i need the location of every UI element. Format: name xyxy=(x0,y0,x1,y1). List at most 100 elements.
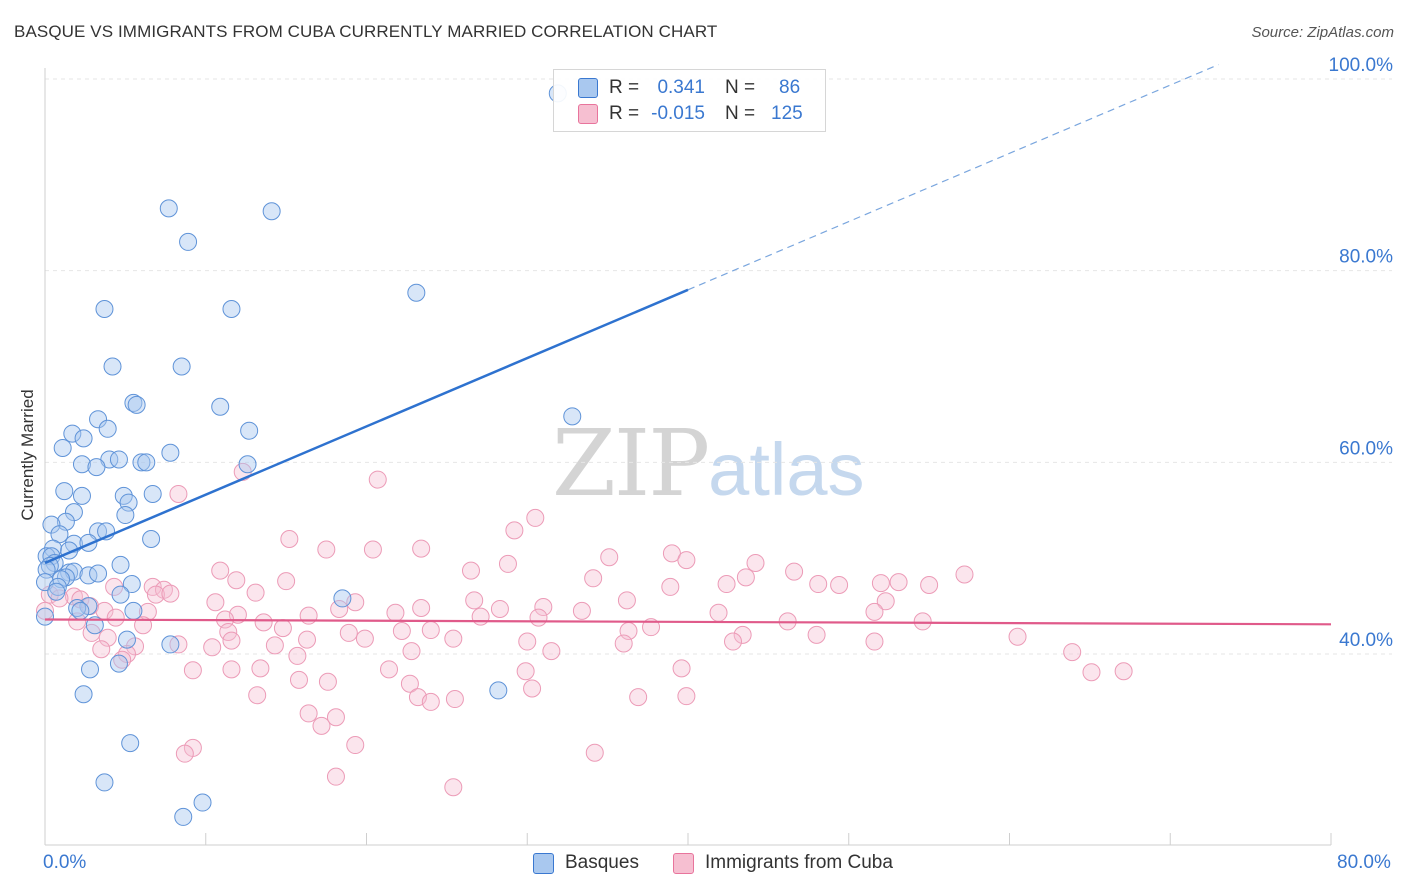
cuba-point xyxy=(402,642,421,661)
cuba-point xyxy=(392,622,411,640)
x-axis-min-label: 0.0% xyxy=(43,852,87,873)
cuba-point xyxy=(1008,627,1027,646)
basques-point xyxy=(74,429,93,448)
basques-point xyxy=(95,300,114,318)
cuba-point xyxy=(920,576,939,594)
cuba-point xyxy=(523,679,542,698)
cuba-point xyxy=(865,632,884,651)
basques-point xyxy=(55,482,74,501)
basques-point xyxy=(333,589,352,608)
legend-r-label: R = xyxy=(609,103,640,124)
basques-point xyxy=(109,654,128,673)
cuba-point xyxy=(146,585,165,604)
cuba-point xyxy=(318,672,337,691)
basques-point xyxy=(53,438,72,457)
basques-point xyxy=(142,530,161,548)
cuba-point xyxy=(809,575,828,594)
cuba-point xyxy=(222,631,241,650)
basques-point xyxy=(89,564,108,583)
y-tick-label: 100.0% xyxy=(1329,55,1394,76)
cuba-point xyxy=(498,554,517,573)
watermark-atlas: atlas xyxy=(708,428,865,511)
basques-point xyxy=(172,357,191,376)
cuba-point xyxy=(724,632,743,651)
cuba-point xyxy=(169,484,188,503)
basques-point xyxy=(74,685,93,704)
legend-swatch-basques xyxy=(578,78,598,98)
cuba-point xyxy=(1082,663,1101,682)
basques-point xyxy=(117,630,136,649)
basques-point xyxy=(72,486,91,505)
cuba-point xyxy=(526,508,545,527)
cuba-point xyxy=(206,593,225,612)
basques-point xyxy=(122,575,141,594)
cuba-point xyxy=(298,630,317,649)
basques-trend-extension xyxy=(687,64,1219,291)
cuba-point xyxy=(461,561,480,580)
cuba-point xyxy=(280,530,299,548)
chart-title: BASQUE VS IMMIGRANTS FROM CUBA CURRENTLY… xyxy=(14,22,718,41)
series-label-cuba: Immigrants from Cuba xyxy=(705,852,893,873)
basques-point xyxy=(407,283,426,302)
cuba-point xyxy=(516,662,535,681)
basques-point xyxy=(87,458,106,477)
cuba-point xyxy=(830,576,849,594)
basques-point xyxy=(240,421,259,440)
basques-point xyxy=(132,453,151,472)
basques-point xyxy=(161,443,180,462)
watermark: ZIPatlas xyxy=(552,410,864,517)
legend-n-label: N = xyxy=(725,103,756,124)
cuba-point xyxy=(421,692,440,711)
cuba-point xyxy=(736,568,755,587)
basques-point xyxy=(36,607,54,626)
basques-point xyxy=(103,357,122,376)
cuba-point xyxy=(955,565,974,584)
cuba-point xyxy=(339,623,358,642)
cuba-point xyxy=(246,583,265,602)
basques-point xyxy=(161,635,180,654)
cuba-point xyxy=(248,686,267,705)
basques-point xyxy=(47,582,66,601)
basques-point xyxy=(81,660,100,679)
series-legend: Basques Immigrants from Cuba xyxy=(0,852,1406,878)
cuba-point xyxy=(534,598,553,617)
cuba-point xyxy=(871,574,890,593)
series-legend-cuba: Immigrants from Cuba xyxy=(673,852,893,874)
cuba-point xyxy=(326,708,345,727)
basques-point xyxy=(137,453,156,472)
y-tick-label: 80.0% xyxy=(1339,247,1393,268)
cuba-point xyxy=(400,674,419,693)
cuba-point xyxy=(273,619,292,638)
cuba-point xyxy=(572,601,591,620)
source-credit: Source: ZipAtlas.com xyxy=(1251,24,1394,41)
basques-point xyxy=(109,450,128,469)
basques-point xyxy=(124,601,143,620)
cuba-point xyxy=(518,632,537,651)
basques-point xyxy=(98,419,117,438)
basques-point xyxy=(262,202,281,221)
basques-point xyxy=(179,232,198,251)
cuba-point xyxy=(529,608,548,627)
cuba-point xyxy=(299,606,318,625)
cuba-point xyxy=(542,642,561,661)
cuba-point xyxy=(600,548,619,567)
cuba-point xyxy=(1063,643,1082,662)
cuba-point xyxy=(785,562,804,581)
cuba-point xyxy=(363,540,382,559)
cuba-point xyxy=(717,575,736,594)
y-axis-label: Currently Married xyxy=(18,389,37,521)
cuba-point xyxy=(368,470,387,489)
cuba-point xyxy=(380,660,399,679)
cuba-point xyxy=(277,572,296,591)
cuba-point xyxy=(36,601,54,620)
legend-n-label: N = xyxy=(725,77,756,98)
watermark-zip: ZIP xyxy=(552,410,710,517)
cuba-point xyxy=(889,573,908,592)
cuba-point xyxy=(614,634,633,653)
basques-trend-line xyxy=(44,288,689,565)
cuba-point xyxy=(355,629,374,648)
cuba-point xyxy=(312,716,331,735)
series-label-basques: Basques xyxy=(565,852,639,873)
cuba-point xyxy=(183,661,202,680)
cuba-point xyxy=(134,616,153,635)
